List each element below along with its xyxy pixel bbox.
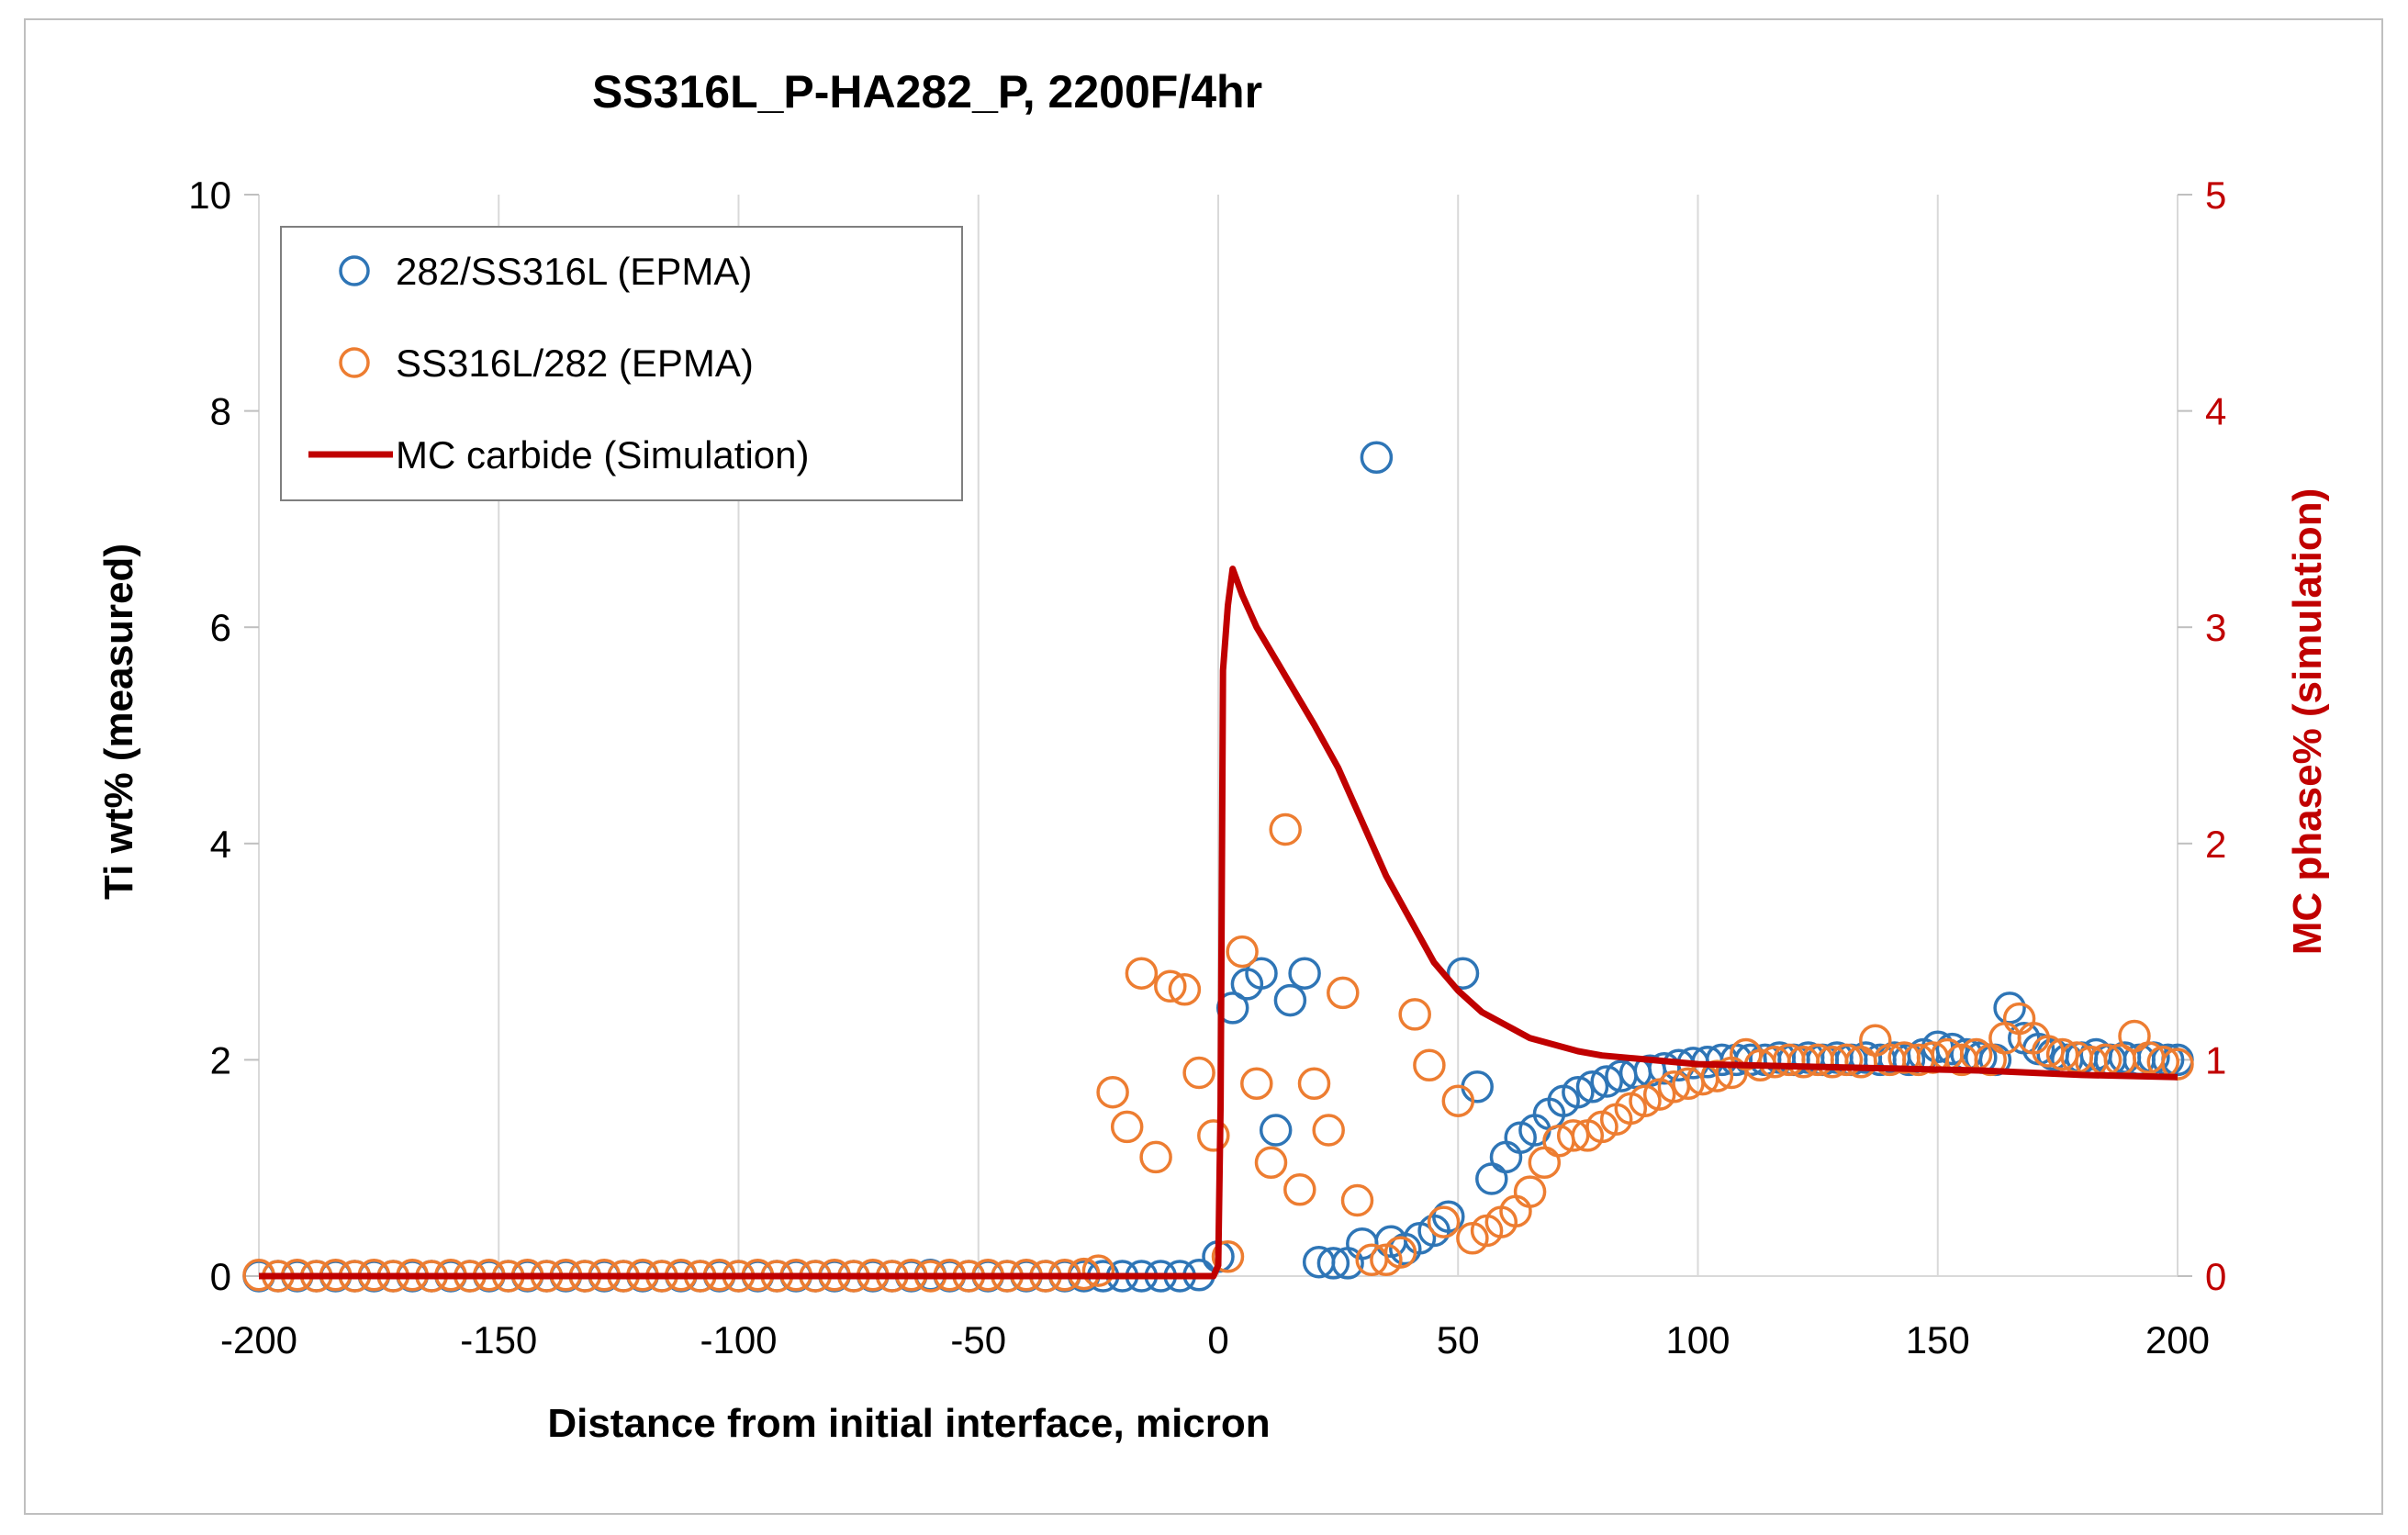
chart-frame: SS316L_P-HA282_P, 2200F/4hr -200 -150 -100… — [24, 18, 2383, 1515]
data-point — [1441, 1084, 1475, 1117]
y2-tick-label: 2 — [2205, 823, 2226, 866]
data-point — [1340, 1183, 1374, 1217]
data-point — [1168, 973, 1202, 1006]
data-point — [1432, 1200, 1465, 1233]
data-point — [1528, 1146, 1562, 1180]
data-point — [1240, 1067, 1273, 1101]
data-point — [1269, 812, 1302, 846]
x-tick-label: -150 — [460, 1318, 537, 1361]
data-point — [1830, 1043, 1864, 1077]
x-axis-ticks: -200 -150 -100 -50 0 50 100 150 200 — [220, 1318, 2210, 1361]
data-point — [1110, 1110, 1144, 1144]
data-point — [1211, 1240, 1245, 1273]
data-point — [1081, 1254, 1115, 1287]
data-point — [1489, 1140, 1523, 1174]
data-point — [1182, 1056, 1215, 1090]
y2-axis-ticks: 0 1 2 3 4 5 — [2178, 174, 2226, 1298]
x-tick-label: -50 — [950, 1318, 1006, 1361]
x-tick-label: 50 — [1437, 1318, 1480, 1361]
data-point — [1254, 1146, 1288, 1180]
y2-axis-title: MC phase% (simulation) — [2285, 488, 2330, 956]
legend-label-ss316l-282: SS316L/282 (EPMA) — [396, 342, 754, 385]
data-point — [1259, 1114, 1293, 1147]
data-point — [1461, 1070, 1494, 1104]
data-point — [1125, 957, 1159, 990]
y-axis-title: Ti wt% (measured) — [96, 543, 141, 900]
data-point — [1562, 1075, 1595, 1109]
y-tick-label: 2 — [210, 1038, 231, 1081]
x-tick-label: 200 — [2145, 1318, 2210, 1361]
data-point — [1245, 957, 1278, 990]
data-point — [1475, 1162, 1508, 1195]
data-point — [1197, 1119, 1230, 1152]
data-point — [1327, 976, 1360, 1010]
data-point — [1288, 957, 1321, 990]
data-point — [1283, 1173, 1316, 1206]
data-point — [1575, 1070, 1609, 1104]
plot-area — [242, 441, 2194, 1293]
y-tick-label: 0 — [210, 1255, 231, 1298]
data-point — [1139, 1140, 1172, 1174]
chart-svg: SS316L_P-HA282_P, 2200F/4hr -200 -150 -100… — [96, 66, 2330, 1446]
data-point — [1312, 1114, 1345, 1147]
data-point — [1273, 983, 1307, 1017]
data-point — [1413, 1048, 1446, 1082]
legend-box — [280, 226, 963, 501]
data-point — [1398, 998, 1431, 1031]
chart-title: SS316L_P-HA282_P, 2200F/4hr — [592, 66, 1262, 118]
data-point — [1859, 1024, 1892, 1057]
data-point — [1096, 1075, 1129, 1109]
x-tick-label: 100 — [1665, 1318, 1730, 1361]
data-point — [1427, 1205, 1461, 1238]
x-tick-label: 0 — [1207, 1318, 1228, 1361]
data-point — [1629, 1084, 1662, 1117]
y2-tick-label: 5 — [2205, 174, 2226, 217]
data-point — [1360, 441, 1394, 475]
y-tick-label: 8 — [210, 390, 231, 433]
x-axis-title: Distance from initial interface, micron — [547, 1401, 1270, 1446]
data-point — [1556, 1119, 1590, 1152]
y2-tick-label: 4 — [2205, 390, 2226, 433]
data-point — [1383, 1236, 1417, 1269]
data-point — [1226, 935, 1259, 969]
data-point — [1446, 957, 1480, 990]
data-point — [1297, 1067, 1331, 1101]
y-tick-label: 10 — [188, 174, 231, 217]
y2-tick-label: 3 — [2205, 606, 2226, 649]
legend-marker-blue — [339, 255, 370, 286]
mc-carbide-line — [259, 566, 2178, 1280]
y-tick-label: 6 — [210, 606, 231, 649]
data-point — [1935, 1032, 1969, 1066]
y-tick-label: 4 — [210, 823, 231, 866]
y2-tick-label: 1 — [2205, 1038, 2226, 1081]
y2-tick-label: 0 — [2205, 1255, 2226, 1298]
legend-label-mc-carbide: MC carbide (Simulation) — [396, 433, 809, 476]
y-axis-ticks: 0 2 4 6 8 10 — [188, 174, 259, 1298]
data-point — [1513, 1175, 1547, 1208]
data-point — [1154, 969, 1187, 1003]
x-tick-label: -100 — [700, 1318, 777, 1361]
legend: 282/SS316L (EPMA) SS316L/282 (EPMA) MC c… — [280, 226, 963, 501]
data-point — [2161, 1048, 2194, 1081]
x-tick-label: -200 — [220, 1318, 297, 1361]
legend-label-282-ss316l: 282/SS316L (EPMA) — [396, 250, 752, 293]
legend-marker-orange — [339, 347, 370, 378]
data-point — [1316, 1247, 1350, 1280]
x-tick-label: 150 — [1906, 1318, 1970, 1361]
data-point — [1590, 1065, 1623, 1098]
